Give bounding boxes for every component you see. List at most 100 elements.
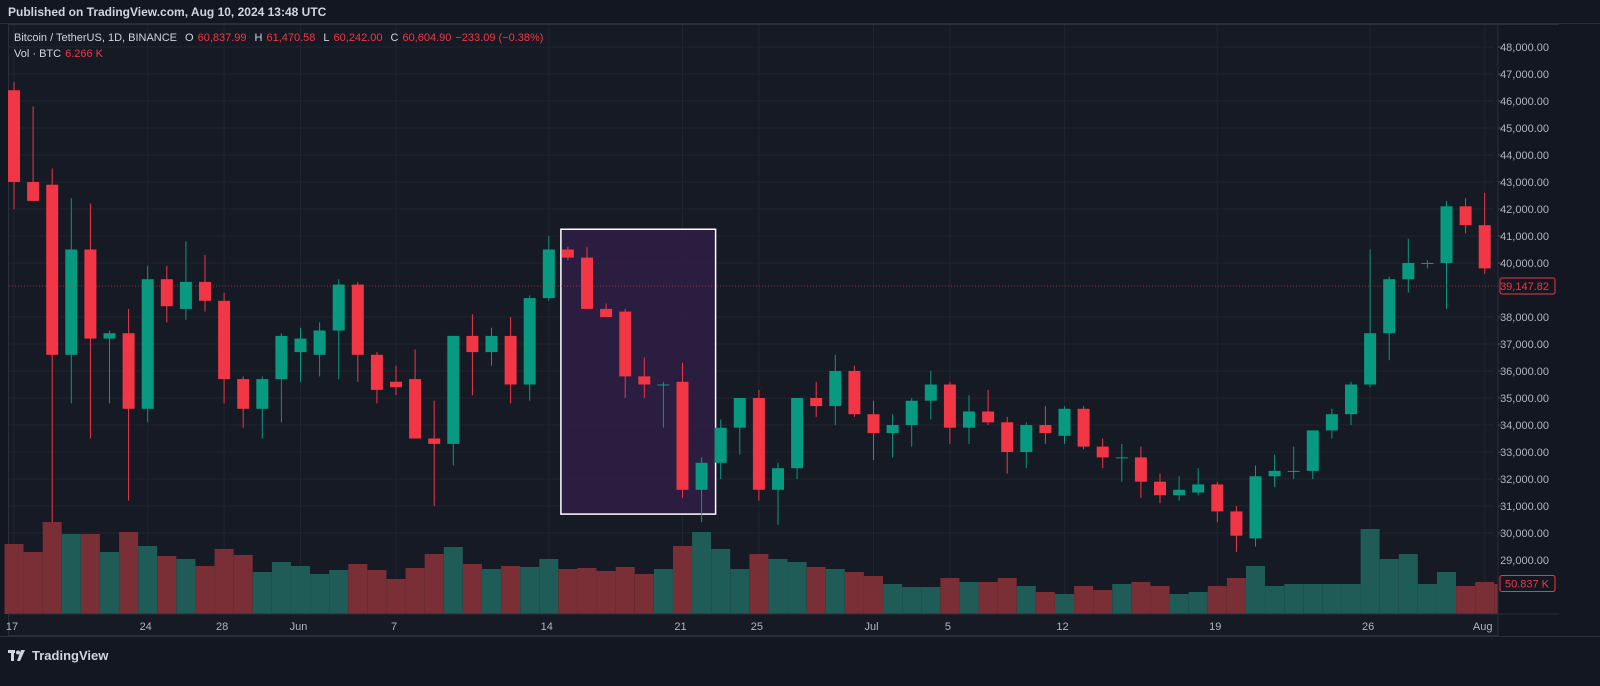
volume-bar bbox=[1246, 566, 1265, 614]
low-key: L bbox=[323, 32, 330, 44]
candle-body bbox=[829, 371, 842, 407]
candle-body bbox=[8, 90, 20, 182]
candle-body bbox=[1325, 414, 1338, 431]
candle-body bbox=[1001, 422, 1014, 452]
volume-badge-label: 50.837 K bbox=[1505, 579, 1550, 591]
price-tick-label: 36,000.00 bbox=[1500, 366, 1549, 378]
volume-bar bbox=[1207, 586, 1227, 614]
chart-frame[interactable] bbox=[8, 24, 1559, 636]
volume-bar bbox=[252, 572, 272, 614]
price-tick-label: 30,000.00 bbox=[1500, 528, 1549, 540]
tradingview-logo-icon bbox=[8, 649, 26, 662]
low-value: 60,242.00 bbox=[333, 32, 383, 44]
candle-body bbox=[542, 249, 555, 299]
candle-body bbox=[1268, 470, 1281, 477]
volume-bar bbox=[157, 556, 177, 614]
candle-body bbox=[733, 398, 746, 428]
candle-body bbox=[1478, 225, 1491, 269]
candle-body bbox=[218, 300, 231, 380]
volume-bar bbox=[291, 566, 310, 614]
volume-bar bbox=[1398, 554, 1418, 614]
candle-body bbox=[695, 462, 708, 490]
brand[interactable]: TradingView bbox=[8, 648, 108, 663]
candle-body bbox=[447, 335, 460, 444]
candle-body bbox=[523, 298, 536, 385]
candle-body bbox=[1134, 457, 1147, 482]
volume-bar bbox=[959, 582, 979, 614]
volume-bar bbox=[1360, 529, 1380, 614]
time-tick-label: Jul bbox=[864, 621, 878, 633]
candle-body bbox=[237, 379, 250, 409]
volume-bar bbox=[1112, 584, 1132, 614]
candle-body bbox=[581, 257, 593, 309]
volume-bar bbox=[1341, 584, 1361, 614]
volume-bar bbox=[1188, 592, 1208, 614]
high-value: 61,470.58 bbox=[266, 32, 316, 44]
candle-body bbox=[466, 335, 479, 353]
candle-body bbox=[65, 249, 78, 355]
price-tick-label: 46,000.00 bbox=[1500, 96, 1549, 108]
open-key: O bbox=[185, 32, 194, 44]
candle-body bbox=[332, 284, 345, 331]
candle-body bbox=[1459, 206, 1472, 226]
change-value: −233.09 (−0.38%) bbox=[455, 32, 544, 44]
time-tick-label: 14 bbox=[541, 621, 553, 633]
volume-bar bbox=[615, 567, 635, 614]
volume-bar bbox=[768, 559, 788, 614]
price-tick-label: 34,000.00 bbox=[1500, 420, 1549, 432]
volume-label[interactable]: Vol · BTC bbox=[14, 48, 62, 60]
time-tick-label: 12 bbox=[1056, 621, 1068, 633]
price-tick-label: 42,000.00 bbox=[1500, 204, 1549, 216]
candle-body bbox=[504, 335, 517, 385]
volume-bar bbox=[634, 574, 654, 614]
time-tick-label: 24 bbox=[140, 621, 152, 633]
volume-bar bbox=[806, 567, 826, 614]
time-tick-label: 21 bbox=[674, 621, 686, 633]
volume-bar bbox=[577, 568, 597, 614]
volume-bar bbox=[825, 569, 845, 614]
candle-body bbox=[1115, 457, 1128, 459]
volume-bar bbox=[310, 574, 330, 614]
price-tick-label: 48,000.00 bbox=[1500, 42, 1549, 54]
price-tick-label: 43,000.00 bbox=[1500, 177, 1549, 189]
candle-body bbox=[313, 330, 326, 355]
volume-bar bbox=[1035, 592, 1055, 614]
open-value: 60,837.99 bbox=[197, 32, 247, 44]
volume-bar bbox=[4, 544, 24, 614]
candle-body bbox=[1192, 484, 1205, 493]
volume-bar bbox=[1456, 586, 1476, 614]
candle-body bbox=[141, 279, 154, 409]
volume-bar bbox=[424, 554, 444, 614]
volume-bar bbox=[883, 584, 903, 614]
volume-bar bbox=[61, 534, 81, 614]
volume-bar bbox=[940, 578, 960, 614]
volume-bar bbox=[749, 554, 769, 614]
price-tick-label: 37,000.00 bbox=[1500, 339, 1549, 351]
volume-bar bbox=[176, 559, 196, 614]
symbol-label[interactable]: Bitcoin / TetherUS, 1D, BINANCE bbox=[14, 32, 178, 44]
price-tick-label: 31,000.00 bbox=[1500, 501, 1549, 513]
time-tick-label: 17 bbox=[6, 621, 18, 633]
candle-body bbox=[561, 249, 574, 258]
time-tick-label: Aug bbox=[1473, 621, 1493, 633]
candle-body bbox=[1096, 446, 1109, 458]
candle-body bbox=[638, 376, 651, 385]
candle-body bbox=[772, 468, 784, 490]
candle-body bbox=[848, 371, 861, 415]
candle-body bbox=[199, 281, 211, 301]
candle-body bbox=[1154, 481, 1166, 496]
close-key: C bbox=[390, 32, 399, 44]
candle-body bbox=[905, 400, 918, 425]
volume-value: 6.266 K bbox=[65, 48, 103, 60]
price-tick-label: 38,000.00 bbox=[1500, 312, 1549, 324]
candle-body bbox=[1039, 425, 1052, 434]
candle-body bbox=[600, 308, 613, 317]
volume-bar bbox=[844, 572, 864, 614]
candle-body bbox=[886, 425, 899, 434]
brand-name: TradingView bbox=[32, 648, 109, 663]
volume-bar bbox=[214, 549, 234, 614]
high-key: H bbox=[254, 32, 263, 44]
volume-bar bbox=[1093, 590, 1113, 614]
candle-body bbox=[256, 379, 269, 409]
